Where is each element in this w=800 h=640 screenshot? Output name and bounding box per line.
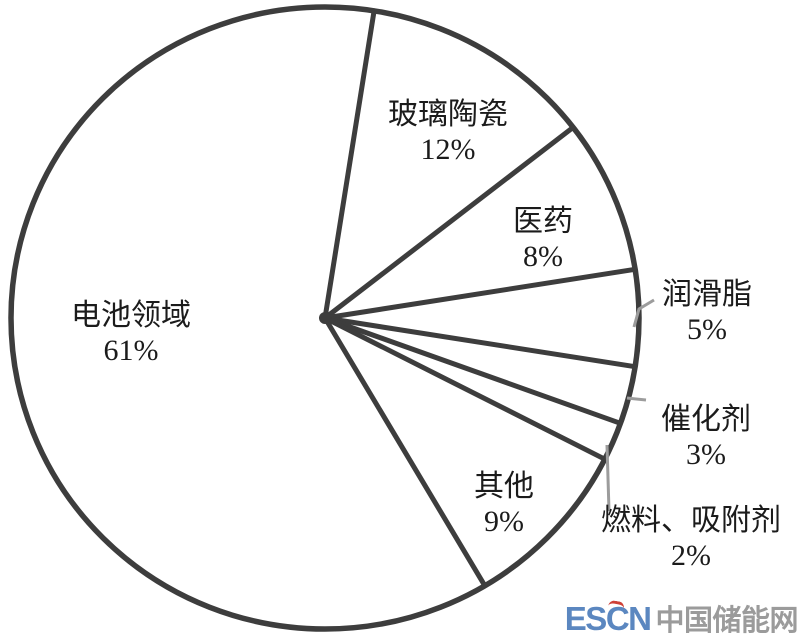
slice-percent: 61% xyxy=(104,334,159,367)
watermark-site-name: 中国储能网 xyxy=(655,605,798,637)
leader-line xyxy=(632,298,655,328)
slice-boundary-line xyxy=(322,315,638,370)
slice-boundary-line xyxy=(322,8,377,321)
pie-leader-lines xyxy=(605,298,655,512)
pie-slice-boundaries xyxy=(322,8,638,589)
leader-line xyxy=(605,444,611,512)
slice-label: 燃料、吸附剂 xyxy=(601,504,781,537)
watermark: ESCN 中国储能网 xyxy=(564,599,798,637)
slice-boundary-line xyxy=(322,315,488,589)
slice-label: 润滑脂 xyxy=(662,278,752,311)
slice-percent: 9% xyxy=(484,505,524,538)
slice-label: 玻璃陶瓷 xyxy=(388,98,508,131)
slice-label: 其他 xyxy=(474,470,534,503)
slice-boundary-line xyxy=(322,315,623,426)
slice-boundary-line xyxy=(322,315,608,462)
leader-line xyxy=(626,396,647,402)
slice-percent: 5% xyxy=(687,313,727,346)
slice-label: 催化剂 xyxy=(661,403,751,436)
slice-label: 电池领域 xyxy=(71,299,191,332)
slice-label: 医药 xyxy=(513,205,573,238)
watermark-logo: ESCN xyxy=(564,599,652,637)
slice-boundary-line xyxy=(322,266,638,321)
slice-boundary-line xyxy=(322,124,576,321)
slice-percent: 8% xyxy=(523,240,563,273)
slice-percent: 12% xyxy=(421,133,476,166)
pie-center-dot xyxy=(319,312,331,324)
watermark-logo-text: ESCN xyxy=(564,600,652,637)
slice-percent: 2% xyxy=(671,539,711,572)
slice-percent: 3% xyxy=(686,438,726,471)
